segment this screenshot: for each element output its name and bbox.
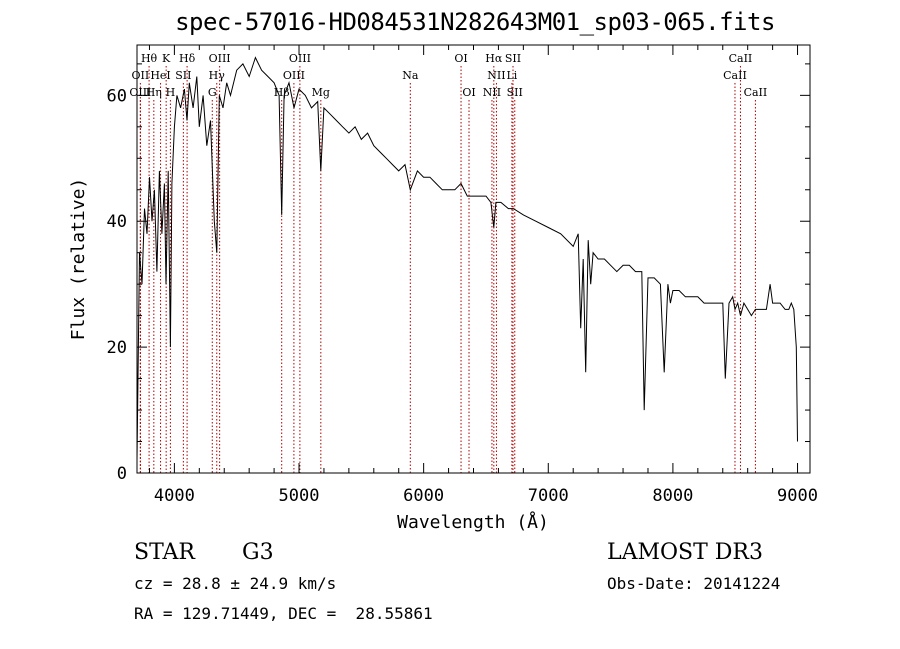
redshift-cz: cz = 28.8 ± 24.9 km/s xyxy=(134,574,337,593)
survey-name: LAMOST DR3 xyxy=(607,540,763,565)
observation-date: Obs-Date: 20141224 xyxy=(607,574,781,593)
plot-frame xyxy=(136,44,811,474)
x-tick-label: 7000 xyxy=(528,486,569,506)
spectral-line-label: OIII xyxy=(289,52,311,65)
spectrum-series-line xyxy=(136,56,798,461)
spectral-line-label: Hδ xyxy=(179,52,196,65)
y-tick-label: 0 xyxy=(117,464,127,484)
spectral-line-label: Hβ xyxy=(274,86,290,99)
spectral-line-label: G xyxy=(208,86,217,99)
x-tick-label: 8000 xyxy=(652,486,693,506)
spectral-line-label: H xyxy=(166,86,176,99)
spectral-line-label: Hη xyxy=(146,86,162,99)
spectral-line-label: CaII xyxy=(744,86,768,99)
spectral-line-label: K xyxy=(162,52,171,65)
spectral-line-label: OI xyxy=(462,86,475,99)
spectral-line-label: Na xyxy=(402,69,419,82)
chart-title: spec-57016-HD084531N282643M01_sp03-065.f… xyxy=(175,8,775,36)
spectral-line-label: OII xyxy=(132,69,150,82)
spectral-line-label: OI xyxy=(454,52,467,65)
x-tick-label: 6000 xyxy=(403,486,444,506)
spectral-line-label: Mg xyxy=(312,86,330,99)
spectral-line-label: OIII xyxy=(283,69,305,82)
spectral-line-label: SII xyxy=(175,69,191,82)
spectral-line-label: CaII xyxy=(729,52,753,65)
y-tick-label: 20 xyxy=(107,338,127,358)
spectral-line-label: Hγ xyxy=(209,69,226,82)
spectral-line-label: NII xyxy=(487,69,505,82)
spectral-line-label: Hθ xyxy=(141,52,158,65)
ra-dec-coordinates: RA = 129.71449, DEC = 28.55861 xyxy=(134,604,433,623)
y-tick-label: 60 xyxy=(107,86,127,106)
spectral-line-label: SII xyxy=(507,86,523,99)
x-tick-label: 5000 xyxy=(279,486,320,506)
spectral-line-label: HeI xyxy=(150,69,170,82)
spectral-line-label: Li xyxy=(506,69,517,82)
x-tick-label: 9000 xyxy=(777,486,818,506)
object-class: STAR xyxy=(134,540,195,565)
y-axis-label: Flux (relative) xyxy=(68,178,89,341)
spectral-line-label: SII xyxy=(505,52,521,65)
spectral-line-label: NII xyxy=(483,86,501,99)
x-tick-label: 4000 xyxy=(154,486,195,506)
spectral-line-label: Hα xyxy=(485,52,503,65)
object-subclass: G3 xyxy=(242,540,274,565)
spectral-line-label: OIII xyxy=(209,52,231,65)
spectral-line-label: CaII xyxy=(723,69,747,82)
y-tick-label: 40 xyxy=(107,212,127,232)
x-axis-label: Wavelength (Å) xyxy=(397,511,549,533)
